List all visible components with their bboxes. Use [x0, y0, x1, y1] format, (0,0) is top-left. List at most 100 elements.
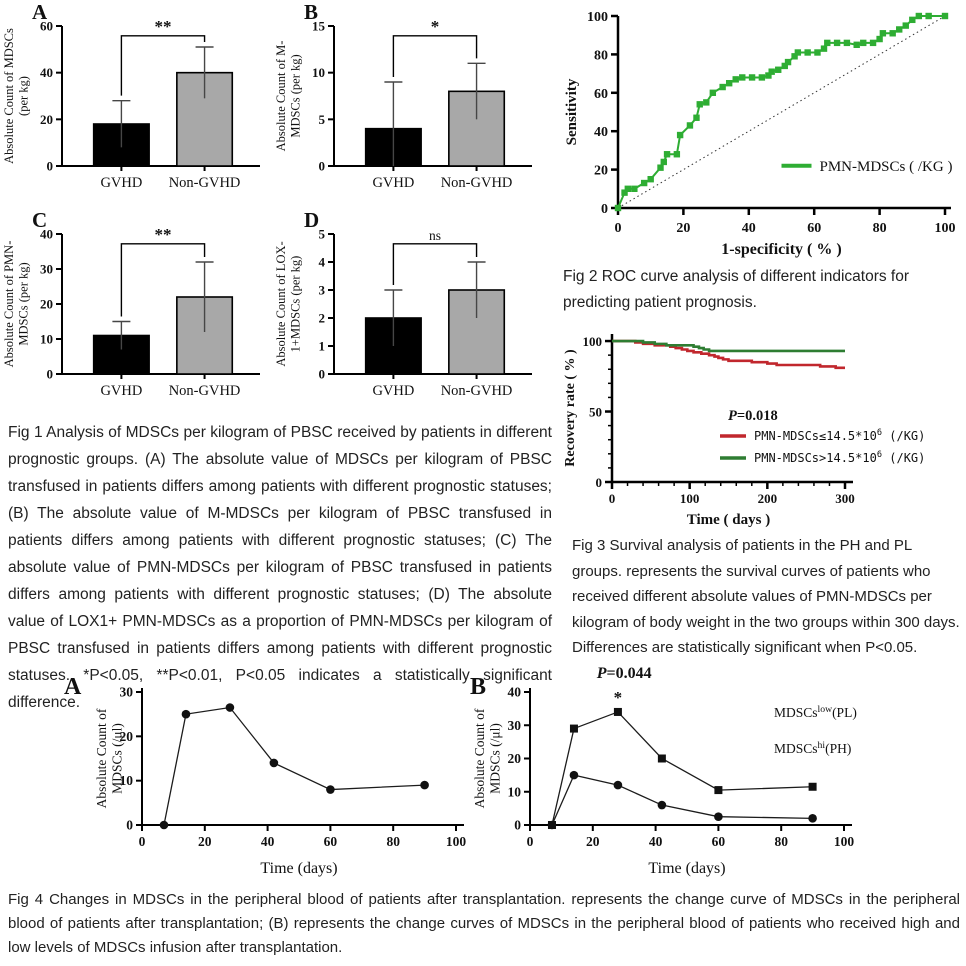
svg-text:Time (days): Time (days): [648, 860, 725, 877]
svg-text:80: 80: [873, 221, 887, 236]
svg-text:60: 60: [324, 834, 338, 849]
svg-text:3: 3: [319, 283, 326, 298]
roc-curve: [614, 12, 949, 212]
svg-text:40: 40: [261, 834, 275, 849]
svg-text:30: 30: [120, 685, 134, 700]
svg-text:Non-GVHD: Non-GVHD: [169, 383, 241, 399]
svg-text:A: A: [32, 2, 48, 24]
svg-text:20: 20: [198, 834, 212, 849]
svg-text:PMN-MDSCs ( /KG ): PMN-MDSCs ( /KG ): [820, 159, 953, 175]
significance-bracket: *: [392, 17, 478, 77]
svg-text:30: 30: [40, 262, 53, 277]
bars: [364, 289, 506, 375]
svg-text:Absolute Count of MDSCs(per kg: Absolute Count of MDSCs(per kg): [2, 28, 31, 164]
svg-text:A: A: [64, 674, 82, 700]
svg-text:Absolute Count of LOX-1+MDSCs: Absolute Count of LOX-1+MDSCs (per kg): [274, 241, 303, 366]
fig1-caption: Fig 1 Analysis of MDSCs per kilogram of …: [8, 424, 552, 711]
chance-diagonal: [617, 15, 946, 209]
fig1B-svg: 0 5 10 15 GVHD Non-GVHD * Absolute Count of M-M…: [274, 0, 532, 191]
legend: PMN-MDSCs ( /KG ): [781, 159, 953, 175]
svg-text:**: **: [154, 225, 171, 244]
svg-text:GVHD: GVHD: [100, 175, 142, 191]
svg-text:50: 50: [589, 405, 602, 420]
svg-text:0: 0: [126, 818, 133, 833]
svg-text:PMN-MDSCs>14.5*106 (/KG): PMN-MDSCs>14.5*106 (/KG): [754, 450, 925, 465]
svg-text:P=0.018: P=0.018: [728, 408, 778, 424]
svg-text:80: 80: [594, 48, 608, 63]
survival-curve-high: [612, 339, 845, 353]
svg-text:20: 20: [120, 729, 134, 744]
fig1C-svg: 0 10 20 30 40 GVHD Non-GVHD ** Absolute Count of…: [2, 208, 260, 399]
svg-text:*: *: [431, 17, 440, 36]
fig4-panel-b-line-chart: 0 10 20 30 40 0 20 40 60 80 100 P=0.044 * MDSCslow(PL…: [466, 662, 916, 885]
series-circle: [547, 770, 817, 830]
svg-text:Absolute Count of PMN-MDSCs (p: Absolute Count of PMN-MDSCs (per kg): [2, 241, 31, 368]
svg-text:60: 60: [594, 87, 608, 102]
svg-text:0: 0: [139, 834, 146, 849]
axes: [136, 688, 464, 831]
svg-text:D: D: [304, 210, 319, 232]
svg-text:20: 20: [594, 164, 608, 179]
svg-text:80: 80: [774, 834, 788, 849]
svg-text:5: 5: [319, 112, 326, 127]
fig3-caption: Fig 3 Survival analysis of patients in t…: [572, 537, 960, 656]
svg-text:100: 100: [583, 334, 603, 349]
svg-text:60: 60: [40, 19, 53, 34]
svg-text:0: 0: [319, 159, 326, 174]
svg-text:GVHD: GVHD: [100, 383, 142, 399]
svg-text:Non-GVHD: Non-GVHD: [169, 175, 241, 191]
svg-text:0: 0: [609, 491, 616, 506]
svg-text:20: 20: [40, 297, 53, 312]
axes: [611, 14, 951, 215]
fig1-panel-d-bar-chart: 0 1 2 3 4 5 GVHD Non-GVHD ns Absolute Count of LO…: [272, 208, 544, 421]
svg-text:30: 30: [508, 718, 522, 733]
fig1-panel-a-bar-chart: 0 20 40 60 GVHD Non-GVHD ** Absolute Count of M…: [0, 0, 272, 213]
svg-text:80: 80: [386, 834, 400, 849]
svg-text:40: 40: [594, 125, 608, 140]
svg-text:P=0.044: P=0.044: [596, 665, 652, 682]
fig1-panel-c-bar-chart: 0 10 20 30 40 GVHD Non-GVHD ** Absolute Count of…: [0, 208, 272, 421]
svg-text:Non-GVHD: Non-GVHD: [441, 175, 513, 191]
svg-text:4: 4: [319, 255, 326, 270]
series-square: [547, 707, 817, 829]
error-bars: [112, 46, 214, 148]
svg-text:20: 20: [586, 834, 600, 849]
svg-text:Time (days): Time (days): [260, 860, 337, 877]
svg-text:0: 0: [596, 475, 603, 490]
significance-bracket: **: [120, 17, 206, 96]
bars: [92, 296, 234, 375]
svg-text:40: 40: [508, 685, 522, 700]
axes: [605, 334, 853, 489]
significance-bracket: ns: [392, 228, 478, 285]
svg-text:*: *: [614, 688, 623, 707]
survival-curve-low: [612, 339, 845, 370]
svg-text:20: 20: [676, 221, 690, 236]
svg-text:Recovery rate ( % ): Recovery rate ( % ): [563, 349, 578, 467]
fig2-roc-chart: 0 20 40 60 80 100 0 20 40 60 80 100 PMN-MDSCs ( /KG …: [560, 2, 960, 265]
error-bars: [112, 261, 214, 350]
fig2-svg: 0 20 40 60 80 100 0 20 40 60 80 100 PMN-MDSCs ( /KG …: [564, 10, 956, 258]
svg-text:60: 60: [807, 221, 821, 236]
svg-text:2: 2: [319, 311, 326, 326]
svg-text:0: 0: [319, 367, 326, 382]
svg-text:**: **: [154, 17, 171, 36]
significance-bracket: **: [120, 225, 206, 317]
svg-text:20: 20: [40, 112, 53, 127]
svg-text:GVHD: GVHD: [372, 383, 414, 399]
fig4-caption: Fig 4 Changes in MDSCs in the peripheral…: [8, 891, 960, 956]
svg-text:MDSCshi(PH): MDSCshi(PH): [774, 740, 851, 756]
svg-text:100: 100: [935, 221, 956, 236]
svg-text:MDSCslow(PL): MDSCslow(PL): [774, 704, 857, 720]
svg-text:Absolute Count of M-MDSCs (per: Absolute Count of M-MDSCs (per kg): [274, 41, 303, 152]
svg-text:Absolute Count ofMDSCs (/μl): Absolute Count ofMDSCs (/μl): [472, 708, 503, 808]
fig3-survival-chart: 0 50 100 0 100 200 300 P=0.018 PMN-MDSCs≤14.5*10…: [560, 322, 960, 535]
error-bars: [384, 261, 486, 346]
error-bars: [384, 62, 486, 166]
legend: MDSCslow(PL) MDSCshi(PH): [774, 704, 857, 756]
svg-text:20: 20: [508, 751, 522, 766]
svg-text:10: 10: [508, 784, 522, 799]
svg-text:0: 0: [527, 834, 534, 849]
svg-text:100: 100: [834, 834, 855, 849]
fig4-panel-a-line-chart: 0 10 20 30 0 20 40 60 80 100 Absolute Count ofMDSC…: [58, 662, 473, 885]
